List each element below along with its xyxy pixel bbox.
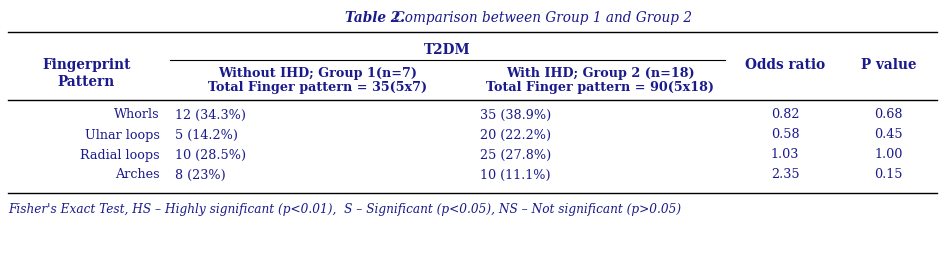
Text: 0.82: 0.82 <box>770 109 799 122</box>
Text: 20 (22.2%): 20 (22.2%) <box>480 128 550 141</box>
Text: Odds ratio: Odds ratio <box>744 58 824 72</box>
Text: 25 (27.8%): 25 (27.8%) <box>480 149 550 162</box>
Text: Total Finger pattern = 90(5x18): Total Finger pattern = 90(5x18) <box>485 80 714 93</box>
Text: 10 (11.1%): 10 (11.1%) <box>480 168 550 181</box>
Text: 35 (38.9%): 35 (38.9%) <box>480 109 550 122</box>
Text: Arches: Arches <box>115 168 160 181</box>
Text: 2.35: 2.35 <box>770 168 799 181</box>
Text: 5 (14.2%): 5 (14.2%) <box>175 128 238 141</box>
Text: Comparison between Group 1 and Group 2: Comparison between Group 1 and Group 2 <box>390 11 691 25</box>
Text: With IHD; Group 2 (n=18): With IHD; Group 2 (n=18) <box>505 67 694 79</box>
Text: 1.00: 1.00 <box>873 149 902 162</box>
Text: 0.58: 0.58 <box>770 128 799 141</box>
Text: P value: P value <box>860 58 916 72</box>
Text: Fingerprint
Pattern: Fingerprint Pattern <box>42 58 130 89</box>
Text: Fisher's Exact Test, HS – Highly significant (p<0.01),  S – Significant (p<0.05): Fisher's Exact Test, HS – Highly signifi… <box>8 204 681 216</box>
Text: Table 2.: Table 2. <box>345 11 405 25</box>
Text: 12 (34.3%): 12 (34.3%) <box>175 109 245 122</box>
Text: Radial loops: Radial loops <box>80 149 160 162</box>
Text: 1.03: 1.03 <box>770 149 799 162</box>
Text: 0.68: 0.68 <box>873 109 902 122</box>
Text: T2DM: T2DM <box>424 43 470 57</box>
Text: Ulnar loops: Ulnar loops <box>85 128 160 141</box>
Text: Without IHD; Group 1(n=7): Without IHD; Group 1(n=7) <box>218 67 416 79</box>
Text: 0.45: 0.45 <box>873 128 902 141</box>
Text: Whorls: Whorls <box>114 109 160 122</box>
Text: 10 (28.5%): 10 (28.5%) <box>175 149 245 162</box>
Text: Total Finger pattern = 35(5x7): Total Finger pattern = 35(5x7) <box>208 80 427 93</box>
Text: 0.15: 0.15 <box>873 168 902 181</box>
Text: 8 (23%): 8 (23%) <box>175 168 226 181</box>
